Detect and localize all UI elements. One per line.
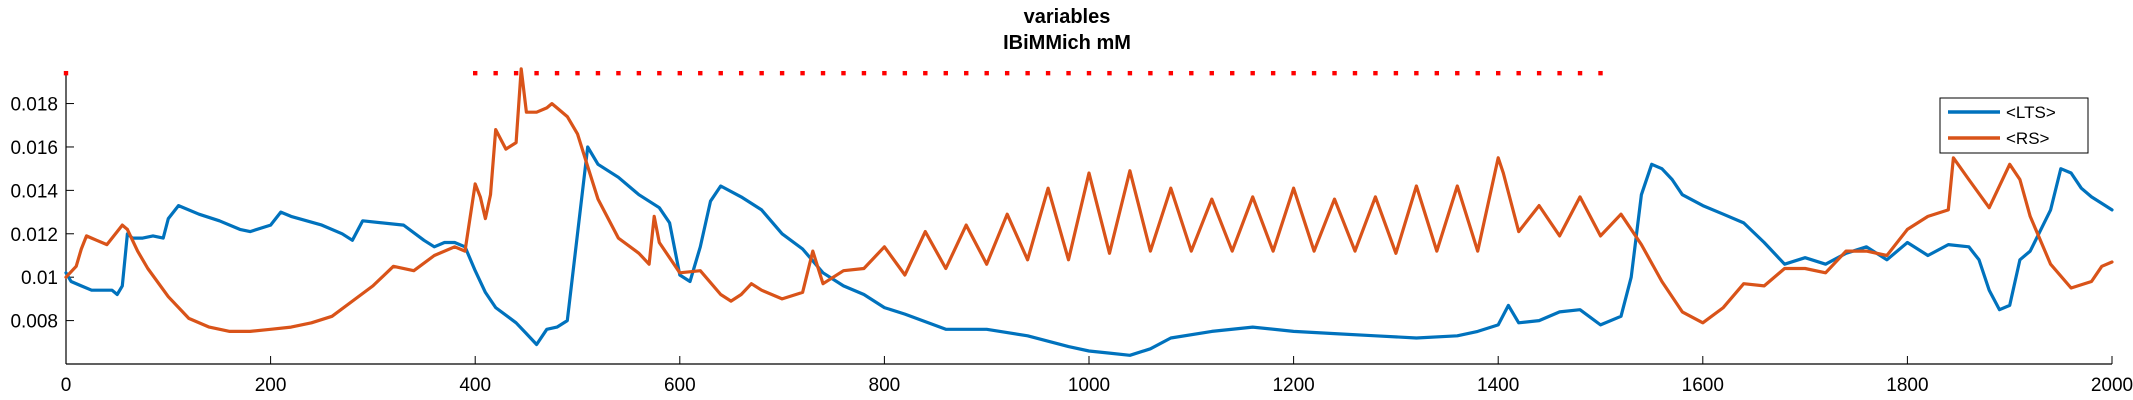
marker-point — [1496, 70, 1501, 76]
x-tick-label: 1400 — [1477, 375, 1519, 396]
x-tick-label: 1200 — [1272, 375, 1314, 396]
x-tick-label: 0 — [61, 375, 72, 396]
series-line-lts — [64, 145, 2114, 357]
marker-point — [964, 70, 969, 76]
marker-point — [1311, 70, 1317, 76]
marker-series — [63, 70, 1603, 76]
marker-point — [738, 70, 744, 76]
marker-point — [1025, 70, 1030, 76]
x-tick-label: 600 — [664, 375, 696, 396]
marker-point — [1455, 70, 1460, 76]
marker-point — [1230, 70, 1235, 76]
marker-point — [902, 70, 908, 76]
marker-point — [63, 70, 69, 76]
y-tick-label: 0.01 — [21, 268, 58, 289]
plot-area: 0 200 400 600 800 1000 1200 1400 1600 1800 2000 0.… — [10, 67, 2133, 396]
marker-point — [1107, 70, 1112, 76]
y-tick-label: 0.008 — [10, 312, 58, 333]
marker-point — [636, 70, 642, 76]
chart-title: variables — [1024, 6, 1111, 28]
marker-point — [534, 70, 539, 76]
marker-point — [1557, 70, 1562, 76]
chart-subtitle: IBiMMich mM — [1003, 32, 1131, 54]
marker-point — [1536, 70, 1542, 76]
marker-point — [759, 70, 764, 76]
marker-point — [698, 70, 703, 76]
marker-point — [861, 70, 867, 76]
legend: <LTS> <RS> — [1939, 97, 2089, 154]
legend-label-lts: <LTS> — [2006, 103, 2056, 122]
marker-point — [1291, 70, 1296, 76]
series-layer — [63, 67, 2114, 357]
marker-point — [1270, 70, 1276, 76]
marker-point — [1332, 70, 1337, 76]
marker-point — [473, 70, 478, 76]
marker-point — [943, 70, 948, 76]
marker-point — [1434, 70, 1440, 76]
x-tick-label: 400 — [459, 375, 491, 396]
marker-point — [1189, 70, 1194, 76]
marker-point — [820, 70, 826, 76]
marker-point — [677, 70, 682, 76]
marker-point — [1250, 70, 1255, 76]
marker-point — [1516, 70, 1521, 76]
marker-point — [554, 70, 560, 76]
marker-point — [1598, 70, 1603, 76]
marker-point — [1045, 70, 1051, 76]
y-tick-label: 0.018 — [10, 95, 58, 116]
marker-point — [1066, 70, 1071, 76]
marker-point — [1577, 70, 1583, 76]
marker-point — [575, 70, 580, 76]
marker-point — [1209, 70, 1214, 76]
x-tick-label: 800 — [869, 375, 901, 396]
marker-point — [595, 70, 601, 76]
marker-point — [513, 70, 519, 76]
series-line-rs — [64, 67, 2114, 333]
x-axis-ticks: 0 200 400 600 800 1000 1200 1400 1600 1800 2000 — [61, 356, 2133, 396]
y-tick-label: 0.014 — [10, 181, 58, 202]
y-tick-label: 0.012 — [10, 225, 58, 246]
marker-point — [1127, 70, 1133, 76]
x-tick-label: 1800 — [1886, 375, 1928, 396]
marker-point — [1148, 70, 1153, 76]
marker-point — [718, 70, 723, 76]
x-tick-label: 1600 — [1682, 375, 1724, 396]
marker-point — [657, 70, 662, 76]
y-tick-label: 0.016 — [10, 138, 58, 159]
marker-point — [882, 70, 887, 76]
marker-point — [1086, 70, 1092, 76]
x-tick-label: 2000 — [2091, 375, 2133, 396]
marker-point — [616, 70, 621, 76]
marker-point — [1373, 70, 1378, 76]
legend-box — [1939, 97, 2089, 154]
marker-point — [841, 70, 846, 76]
marker-point — [923, 70, 928, 76]
marker-point — [984, 70, 989, 76]
marker-point — [1414, 70, 1419, 76]
marker-point — [779, 70, 785, 76]
marker-point — [1475, 70, 1480, 76]
y-axis-ticks: 0.008 0.01 0.012 0.014 0.016 0.018 — [10, 95, 74, 333]
marker-point — [800, 70, 805, 76]
marker-point — [1168, 70, 1174, 76]
x-tick-label: 200 — [255, 375, 287, 396]
x-tick-label: 1000 — [1068, 375, 1110, 396]
marker-point — [1393, 70, 1399, 76]
marker-point — [1352, 70, 1358, 76]
marker-point — [493, 70, 498, 76]
marker-point — [1004, 70, 1010, 76]
legend-label-rs: <RS> — [2006, 129, 2050, 148]
